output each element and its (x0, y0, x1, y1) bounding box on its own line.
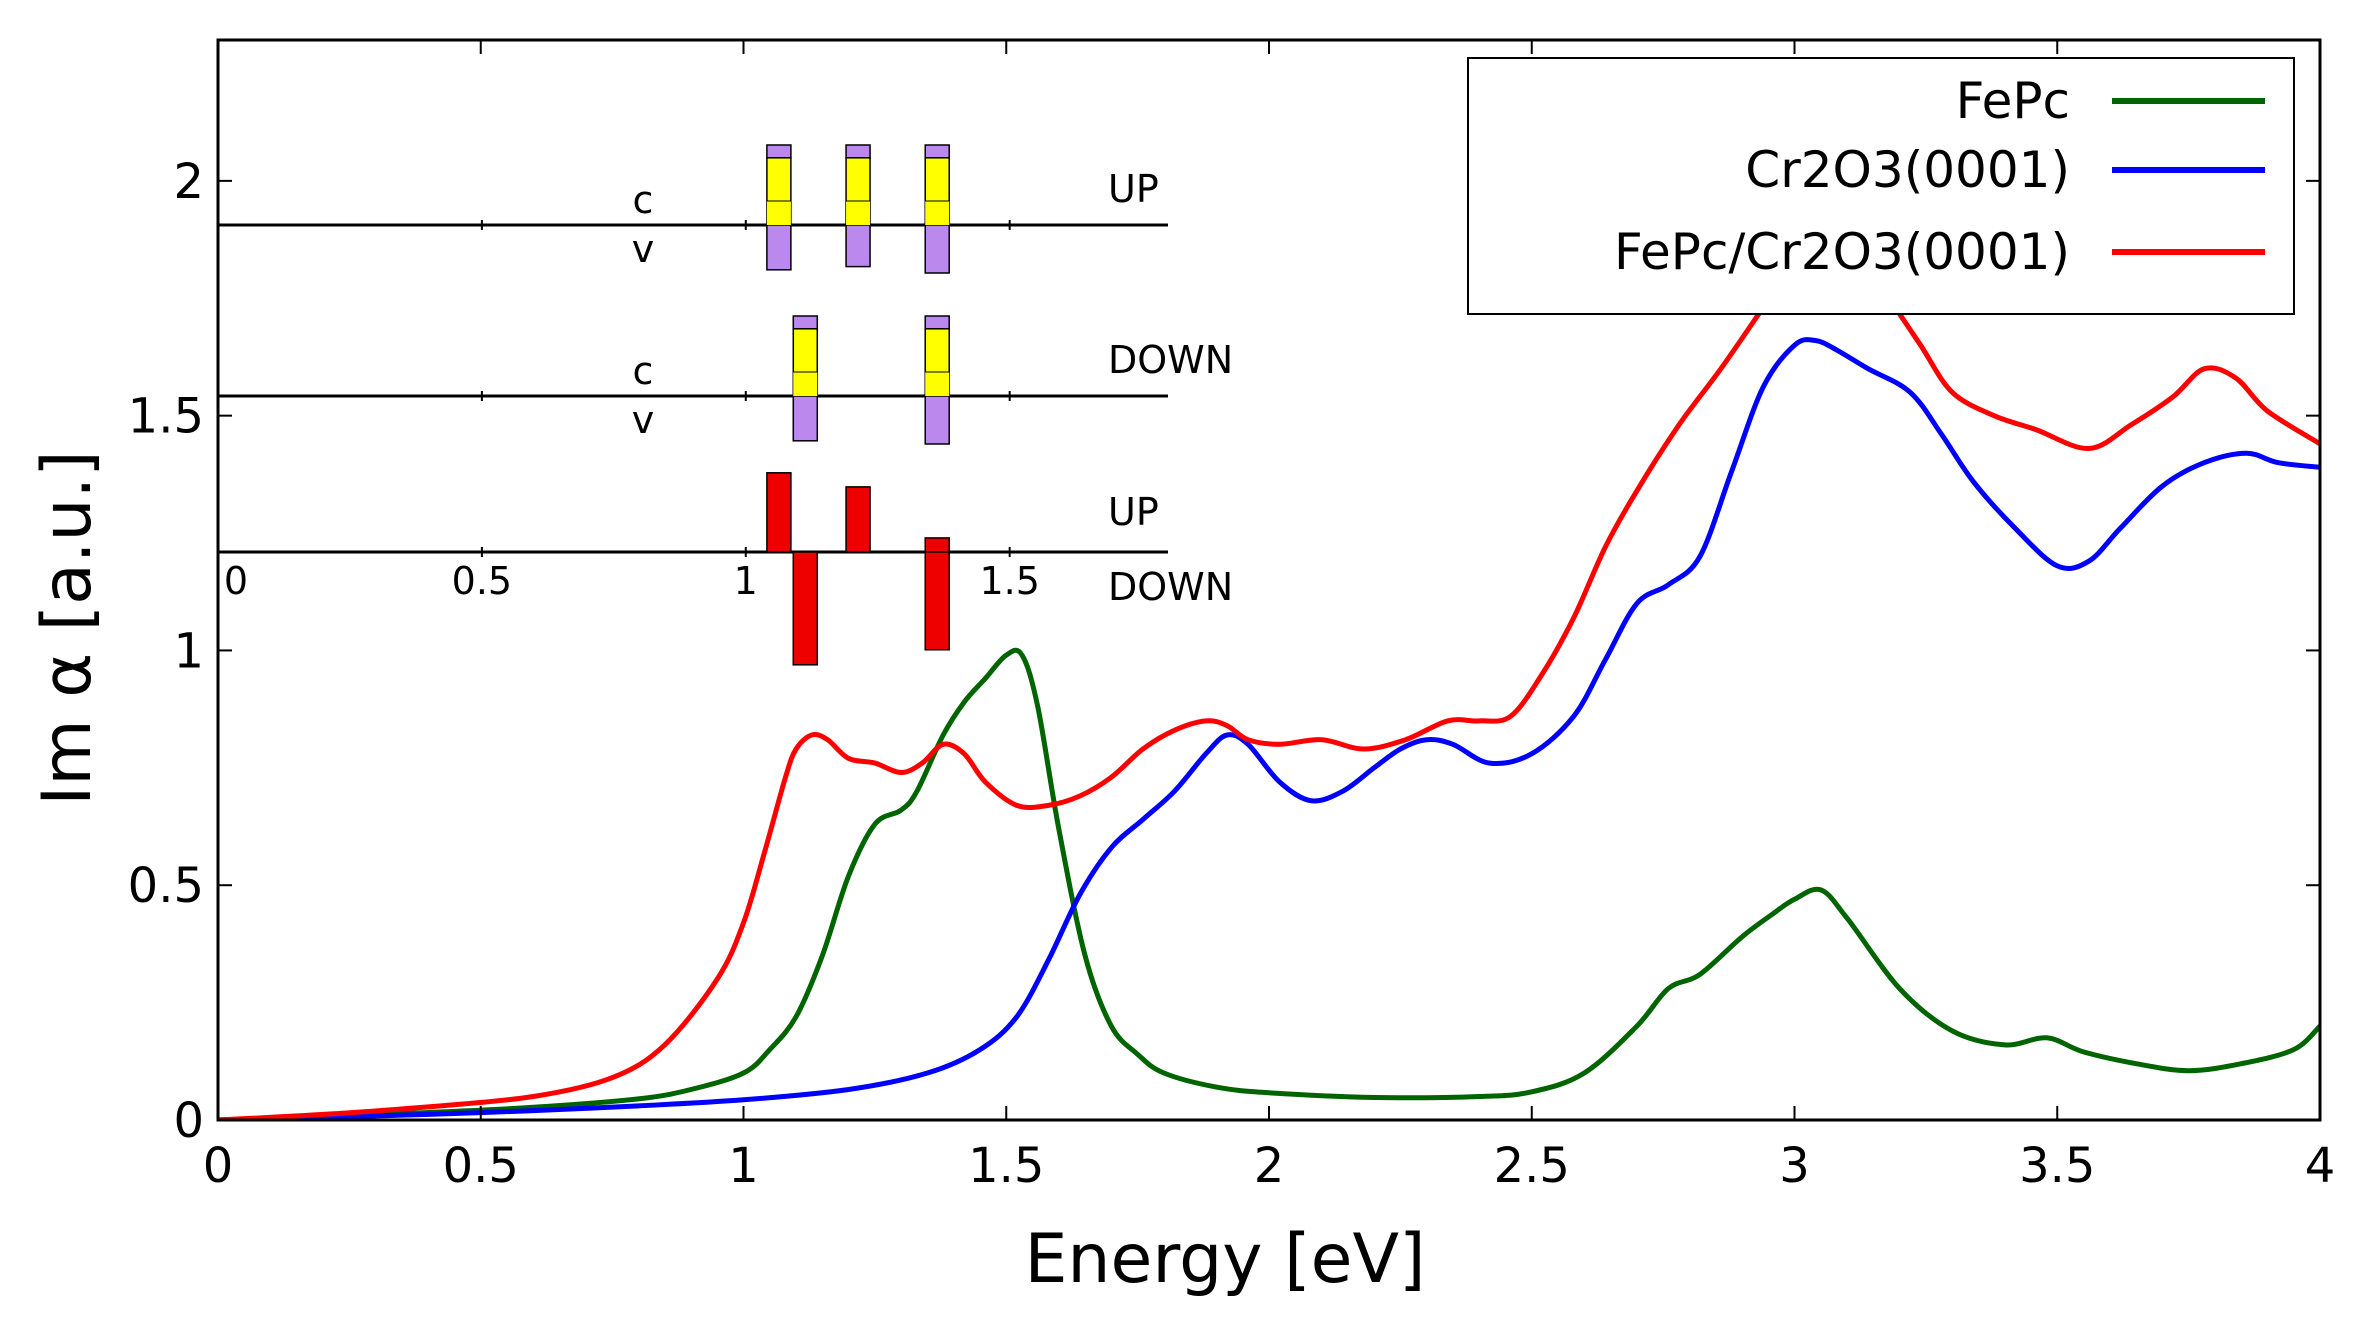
x-tick-label: 2 (1254, 1138, 1285, 1194)
inset-label-up: UP (1108, 490, 1159, 534)
x-tick-label: 3 (1779, 1138, 1810, 1194)
x-tick-label: 2.5 (1494, 1138, 1570, 1194)
x-tick-label: 1.5 (968, 1138, 1044, 1194)
inset-bar-overlap (925, 201, 950, 225)
inset-tick-label: 1 (734, 559, 758, 603)
inset-bar-up (845, 486, 871, 553)
y-tick-label: 2 (173, 154, 204, 210)
inset-bar-cap (766, 144, 792, 159)
legend-label-cr2o3-0001: Cr2O3(0001) (1745, 141, 2070, 199)
series-line-fepc-cr2o3-0001 (218, 242, 2320, 1120)
inset-bar-valence (766, 224, 792, 271)
inset-tick-label: 0.5 (452, 559, 512, 603)
inset-panel-label: UP (1108, 167, 1159, 211)
inset-tick-label: 0 (224, 559, 248, 603)
inset-bar-overlap (793, 372, 818, 396)
x-tick-label: 4 (2305, 1138, 2336, 1194)
inset-bar-cap (845, 144, 871, 159)
legend: FePc Cr2O3(0001) FePc/Cr2O3(0001) (1467, 57, 2295, 315)
inset-bar-valence (924, 395, 950, 445)
axes: Energy [eV] Im α [a.u.] 0 0.5 1 1.5 2 2.5 3 3.5… (28, 38, 2336, 1299)
y-axis-title: Im α [a.u.] (28, 450, 107, 805)
legend-label-fepc-cr2o3-0001: FePc/Cr2O3(0001) (1614, 223, 2070, 281)
inset-bar-down (792, 551, 819, 666)
inset-label-c: c (633, 178, 654, 222)
x-tick-label: 0.5 (443, 1138, 519, 1194)
inset-bar-cap (792, 315, 819, 330)
x-tick-label: 3.5 (2019, 1138, 2095, 1194)
series-line-fepc (218, 647, 2320, 1120)
x-tick-label: 1 (728, 1138, 759, 1194)
curves (218, 242, 2320, 1120)
inset-panel-label: DOWN (1108, 338, 1233, 382)
x-tick-label: 0 (203, 1138, 234, 1194)
series-line-cr2o3-0001 (218, 337, 2320, 1120)
inset-bar-cap (924, 144, 950, 159)
inset-bar-overlap (846, 201, 871, 225)
inset-bar-valence (792, 395, 819, 442)
inset-tick-label: 1.5 (979, 559, 1039, 603)
legend-label-fepc: FePc (1956, 72, 2070, 130)
y-tick-label: 1.5 (128, 389, 204, 445)
series-group (218, 242, 2320, 1120)
inset-bar-up (766, 472, 792, 553)
inset-label-v: v (632, 398, 655, 442)
inset-bar-up (924, 537, 950, 553)
inset-bar-valence (924, 224, 950, 274)
x-axis-title: Energy [eV] (1024, 1220, 1425, 1299)
inset-bar-cap (924, 315, 950, 330)
inset-bar-down (924, 551, 950, 651)
inset-label-c: c (633, 349, 654, 393)
inset-label-v: v (632, 227, 655, 271)
inset-bar-overlap (766, 201, 791, 225)
inset-bar-overlap (925, 372, 950, 396)
y-tick-label: 1 (173, 623, 204, 679)
inset-label-down: DOWN (1108, 565, 1233, 609)
y-tick-label: 0.5 (128, 858, 204, 914)
y-tick-label: 0 (173, 1093, 204, 1149)
inset-bar-valence (845, 224, 871, 268)
